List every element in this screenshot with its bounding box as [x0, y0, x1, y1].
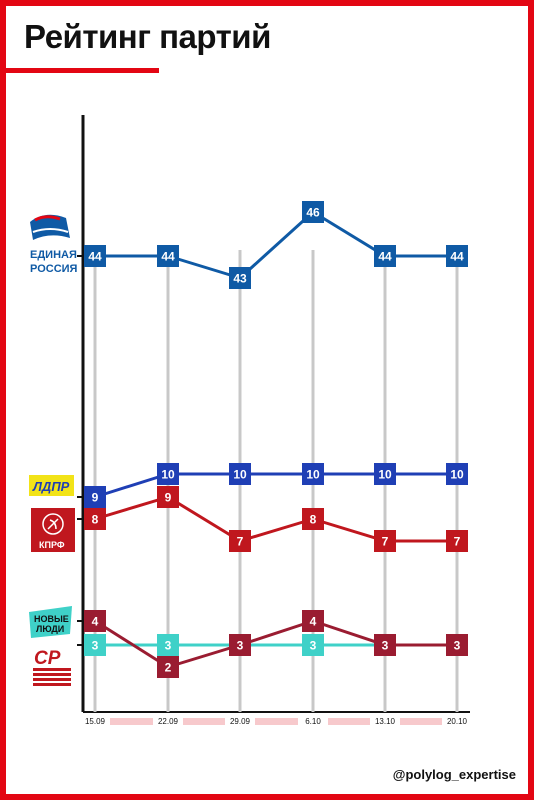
ldpr-data-point: [446, 463, 468, 485]
er-data-point: [157, 245, 179, 267]
kprf-data-point: [374, 530, 396, 552]
sr-data-label: 3: [237, 639, 244, 653]
nl-data-point: [302, 634, 324, 656]
nl-data-point: [157, 634, 179, 656]
er-data-point: [302, 201, 324, 223]
ldpr-data-label: 10: [450, 468, 464, 482]
er-data-label: 44: [88, 250, 102, 264]
tick-separator: [328, 718, 370, 725]
tick-separator: [255, 718, 298, 725]
ldpr-data-label: 10: [306, 468, 320, 482]
er-data-label: 43: [233, 272, 247, 286]
er-data-point: [446, 245, 468, 267]
er-data-label: 44: [450, 250, 464, 264]
nl-logo: НОВЫЕ ЛЮДИ: [29, 606, 72, 638]
kprf-data-label: 8: [92, 513, 99, 527]
ldpr-logo-text: ЛДПР: [32, 479, 70, 494]
sr-data-point: [229, 634, 251, 656]
kprf-series-line: [94, 495, 457, 543]
er-logo: ЕДИНАЯ РОССИЯ: [30, 214, 78, 275]
title-underline: [6, 68, 159, 73]
kprf-data-point: [446, 530, 468, 552]
ldpr-data-label: 10: [378, 468, 392, 482]
x-tick-label: 29.09: [230, 717, 251, 726]
er-data-label: 44: [378, 250, 392, 264]
ldpr-data-point: [374, 463, 396, 485]
kprf-logo: КПРФ: [31, 508, 75, 552]
sr-logo: СР: [33, 648, 71, 686]
x-tick-label: 15.09: [85, 717, 106, 726]
sr-data-point: [84, 610, 106, 632]
sr-data-label: 4: [310, 615, 317, 629]
er-data-point: [229, 267, 251, 289]
sr-logo-text: СР: [34, 648, 61, 669]
x-tick-label: 13.10: [375, 717, 396, 726]
nl-data-label: 3: [92, 639, 99, 653]
er-logo-text-2: РОССИЯ: [30, 263, 78, 275]
ldpr-data-label: 9: [92, 491, 99, 505]
kprf-data-point: [302, 508, 324, 530]
er-logo-text-1: ЕДИНАЯ: [30, 249, 77, 261]
ldpr-data-point: [229, 463, 251, 485]
hammer-sickle-icon: [42, 513, 64, 535]
bear-icon: [30, 214, 70, 240]
ldpr-data-point: [157, 463, 179, 485]
kprf-data-label: 7: [382, 535, 389, 549]
er-data-point: [84, 245, 106, 267]
tick-separator: [110, 718, 153, 725]
sr-data-point: [302, 610, 324, 632]
ldpr-data-point: [84, 486, 106, 508]
kprf-data-point: [84, 508, 106, 530]
chart-title: Рейтинг партий: [24, 18, 271, 55]
er-series-line: [95, 210, 457, 280]
kprf-logo-text: КПРФ: [39, 540, 65, 550]
sr-data-point: [446, 634, 468, 656]
er-data-label: 44: [161, 250, 175, 264]
x-tick-label: 20.10: [447, 717, 468, 726]
tick-separator: [400, 718, 442, 725]
ldpr-data-point: [302, 463, 324, 485]
ldpr-data-label: 10: [233, 468, 247, 482]
sr-data-label: 4: [92, 615, 99, 629]
ldpr-logo: ЛДПР: [29, 475, 74, 496]
ldpr-data-label: 10: [161, 468, 175, 482]
nl-data-label: 3: [165, 639, 172, 653]
kprf-data-label: 7: [237, 535, 244, 549]
kprf-data-label: 7: [454, 535, 461, 549]
nl-data-label: 3: [310, 639, 317, 653]
author-handle: @polylog_expertise: [392, 767, 516, 782]
nl-logo-text-2: ЛЮДИ: [36, 624, 64, 634]
sr-data-label: 3: [382, 639, 389, 653]
nl-data-point: [84, 634, 106, 656]
ldpr-series-line: [94, 472, 457, 499]
x-tick-label: 6.10: [305, 717, 321, 726]
kprf-data-label: 8: [310, 513, 317, 527]
x-tick-label: 22.09: [158, 717, 179, 726]
sr-data-label: 3: [454, 639, 461, 653]
tick-separator: [183, 718, 225, 725]
kprf-data-point: [229, 530, 251, 552]
kprf-data-label: 9: [165, 491, 172, 505]
sr-series-line: [94, 619, 457, 669]
sr-data-point: [374, 634, 396, 656]
er-data-label: 46: [306, 206, 320, 220]
er-data-point: [374, 245, 396, 267]
sr-data-label: 2: [165, 661, 172, 675]
kprf-data-point: [157, 486, 179, 508]
sr-data-point: [157, 656, 179, 678]
nl-logo-text-1: НОВЫЕ: [34, 614, 69, 624]
